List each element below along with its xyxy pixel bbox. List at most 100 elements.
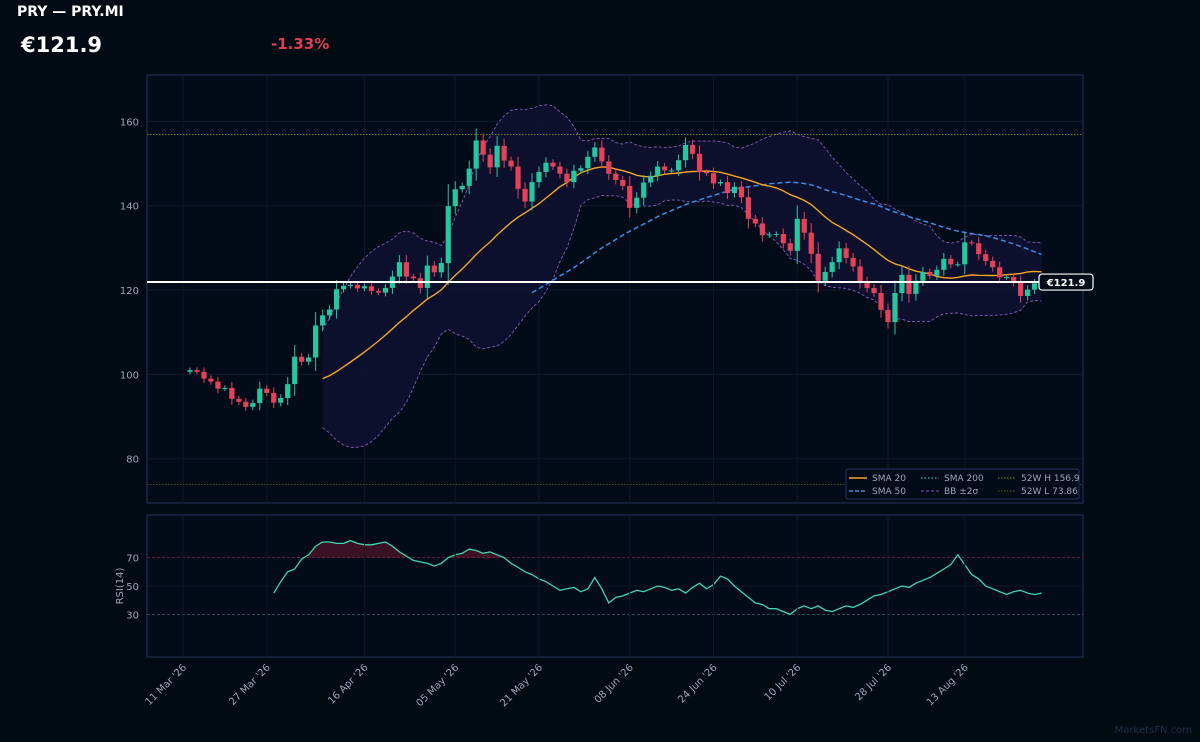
candle[interactable]	[941, 252, 947, 276]
candle[interactable]	[724, 176, 731, 200]
candle[interactable]	[773, 231, 779, 237]
candle[interactable]	[306, 353, 312, 366]
candle[interactable]	[717, 179, 724, 186]
candle[interactable]	[417, 272, 423, 294]
candle[interactable]	[808, 223, 814, 264]
candle[interactable]	[424, 255, 430, 298]
candle[interactable]	[327, 305, 333, 320]
candle[interactable]	[438, 257, 444, 278]
candle[interactable]	[997, 261, 1003, 284]
candle[interactable]	[257, 381, 263, 411]
candle[interactable]	[529, 173, 535, 211]
candle[interactable]	[396, 255, 402, 284]
candle[interactable]	[906, 266, 912, 303]
candle[interactable]	[801, 211, 807, 240]
candle[interactable]	[766, 231, 772, 238]
candle[interactable]	[1025, 285, 1031, 301]
candle[interactable]	[543, 157, 549, 178]
candle[interactable]	[634, 192, 640, 214]
candle[interactable]	[557, 161, 563, 179]
candle[interactable]	[648, 171, 654, 187]
candle[interactable]	[864, 276, 870, 293]
candle[interactable]	[934, 265, 940, 280]
candle[interactable]	[899, 266, 905, 302]
candle[interactable]	[990, 256, 996, 272]
candle[interactable]	[843, 242, 849, 264]
candle[interactable]	[662, 163, 668, 174]
candle[interactable]	[222, 385, 228, 392]
candle[interactable]	[347, 282, 354, 289]
candle[interactable]	[466, 160, 472, 195]
candle[interactable]	[515, 156, 521, 199]
candle[interactable]	[250, 399, 256, 411]
candle[interactable]	[431, 261, 437, 277]
candle[interactable]	[285, 377, 291, 405]
candle[interactable]	[445, 184, 451, 286]
candle[interactable]	[710, 167, 717, 190]
candle[interactable]	[410, 273, 416, 281]
candle[interactable]	[243, 397, 249, 411]
candle[interactable]	[836, 241, 842, 270]
candle[interactable]	[696, 145, 703, 181]
candle[interactable]	[194, 367, 200, 375]
candle[interactable]	[299, 352, 305, 366]
candle[interactable]	[459, 182, 465, 193]
candle[interactable]	[689, 139, 696, 160]
candle[interactable]	[787, 238, 793, 256]
candle[interactable]	[236, 395, 242, 405]
candle[interactable]	[333, 280, 340, 319]
candle[interactable]	[592, 142, 598, 163]
candle[interactable]	[1011, 272, 1017, 287]
candle[interactable]	[278, 394, 284, 407]
candle[interactable]	[564, 168, 570, 188]
candle[interactable]	[655, 161, 661, 182]
candle[interactable]	[599, 140, 605, 169]
candle[interactable]	[976, 237, 982, 261]
candle[interactable]	[187, 367, 193, 375]
candle[interactable]	[676, 154, 682, 176]
candle[interactable]	[780, 228, 786, 249]
candle[interactable]	[815, 242, 821, 293]
candle[interactable]	[613, 169, 619, 185]
candle[interactable]	[752, 215, 758, 228]
candle[interactable]	[487, 148, 493, 174]
candle[interactable]	[731, 182, 738, 198]
candle[interactable]	[620, 175, 626, 191]
candle[interactable]	[578, 165, 584, 174]
candle[interactable]	[585, 150, 591, 175]
candle[interactable]	[361, 283, 368, 292]
candle[interactable]	[682, 137, 689, 168]
candle[interactable]	[480, 133, 486, 162]
candle[interactable]	[201, 367, 207, 384]
candle[interactable]	[878, 284, 884, 318]
candle[interactable]	[913, 274, 919, 301]
candle[interactable]	[948, 254, 954, 269]
candle[interactable]	[403, 255, 409, 284]
candle[interactable]	[829, 256, 835, 278]
candle[interactable]	[955, 261, 961, 267]
candle[interactable]	[550, 159, 556, 170]
candle[interactable]	[354, 281, 361, 292]
candle[interactable]	[606, 155, 612, 181]
candle[interactable]	[885, 303, 891, 329]
candle[interactable]	[794, 205, 800, 265]
candle[interactable]	[927, 268, 933, 280]
candle[interactable]	[375, 288, 382, 296]
candle[interactable]	[1018, 275, 1024, 303]
candle[interactable]	[850, 252, 856, 272]
candle[interactable]	[1004, 274, 1010, 280]
candle[interactable]	[208, 375, 214, 385]
candle[interactable]	[473, 128, 479, 181]
candle[interactable]	[703, 169, 710, 176]
candle[interactable]	[292, 344, 298, 396]
candle[interactable]	[382, 284, 389, 297]
candle[interactable]	[627, 176, 633, 218]
candle[interactable]	[271, 387, 277, 409]
candle[interactable]	[969, 239, 975, 246]
candle[interactable]	[452, 181, 458, 215]
candle[interactable]	[340, 282, 347, 293]
candle[interactable]	[229, 381, 235, 405]
candle[interactable]	[892, 280, 898, 335]
candle[interactable]	[738, 180, 745, 204]
